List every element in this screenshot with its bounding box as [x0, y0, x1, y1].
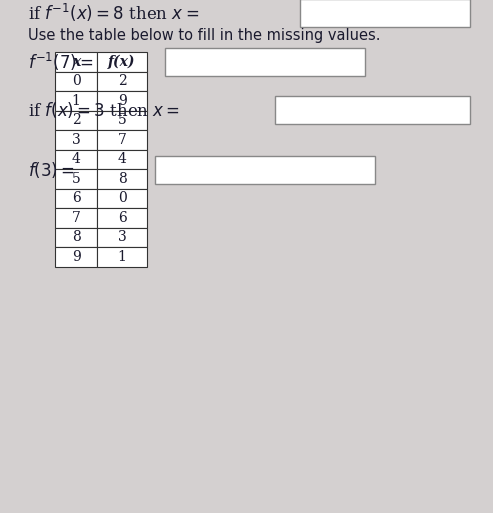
Text: 2: 2	[71, 113, 80, 127]
Bar	[97, 208, 147, 227]
Text: 3: 3	[71, 133, 80, 147]
Text: if $f^{-1}(x) = 8$ then $x =$: if $f^{-1}(x) = 8$ then $x =$	[28, 2, 199, 24]
Text: Use the table below to fill in the missing values.: Use the table below to fill in the missi…	[28, 28, 381, 43]
Text: 9: 9	[71, 250, 80, 264]
Bar	[55, 91, 97, 110]
Bar	[165, 48, 365, 76]
Text: 1: 1	[117, 250, 126, 264]
Bar	[97, 91, 147, 110]
Text: 0: 0	[71, 74, 80, 88]
Text: $f(3) =$: $f(3) =$	[28, 160, 75, 180]
Bar	[55, 52, 97, 71]
Bar	[97, 149, 147, 169]
Bar	[97, 169, 147, 188]
Text: 8: 8	[118, 172, 126, 186]
Bar	[97, 52, 147, 71]
Text: 4: 4	[117, 152, 126, 166]
Bar	[55, 188, 97, 208]
Text: 5: 5	[118, 113, 126, 127]
Bar	[55, 110, 97, 130]
Bar	[97, 130, 147, 149]
Text: 5: 5	[71, 172, 80, 186]
Text: 9: 9	[118, 94, 126, 108]
Text: $f^{-1}(7) =$: $f^{-1}(7) =$	[28, 51, 94, 73]
Text: 6: 6	[71, 191, 80, 205]
Text: 7: 7	[71, 211, 80, 225]
Bar	[55, 71, 97, 91]
Bar	[55, 169, 97, 188]
Text: 6: 6	[118, 211, 126, 225]
Bar	[55, 149, 97, 169]
Bar	[300, 0, 470, 27]
Bar	[55, 208, 97, 227]
Text: 4: 4	[71, 152, 80, 166]
Text: x: x	[72, 55, 80, 69]
Bar	[97, 110, 147, 130]
Text: 0: 0	[118, 191, 126, 205]
Bar	[55, 247, 97, 266]
Bar	[97, 227, 147, 247]
Text: f(x): f(x)	[108, 54, 136, 69]
Text: 2: 2	[118, 74, 126, 88]
Bar	[97, 71, 147, 91]
Bar	[97, 188, 147, 208]
Text: 7: 7	[117, 133, 126, 147]
Text: 8: 8	[71, 230, 80, 244]
Bar	[275, 96, 470, 124]
Bar	[55, 130, 97, 149]
Bar	[55, 227, 97, 247]
Text: 1: 1	[71, 94, 80, 108]
Text: if $f(x) = 3$ then $x =$: if $f(x) = 3$ then $x =$	[28, 100, 180, 120]
Bar	[155, 156, 375, 184]
Text: 3: 3	[118, 230, 126, 244]
Bar	[97, 247, 147, 266]
